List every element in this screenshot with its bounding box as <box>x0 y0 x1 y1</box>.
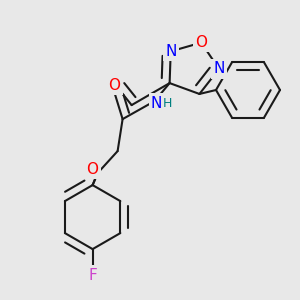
Text: N: N <box>165 44 176 59</box>
Text: N: N <box>213 61 225 76</box>
Text: H: H <box>163 97 172 110</box>
Text: O: O <box>87 162 99 177</box>
Text: F: F <box>88 268 97 283</box>
Text: N: N <box>151 96 162 111</box>
Text: O: O <box>109 78 121 93</box>
Text: O: O <box>195 35 207 50</box>
